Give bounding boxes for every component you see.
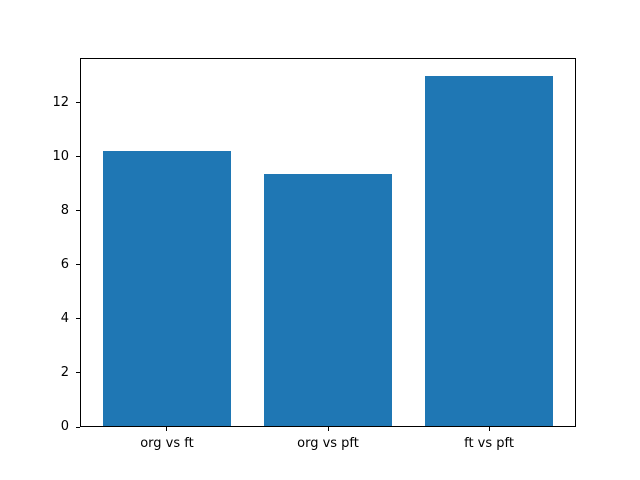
x-tick-mark xyxy=(166,427,168,431)
y-tick-label: 8 xyxy=(60,202,69,218)
y-tick-label: 2 xyxy=(60,364,69,380)
plot-area xyxy=(80,58,576,427)
y-tick-label: 12 xyxy=(52,94,69,110)
bar-org-vs-pft xyxy=(263,174,393,426)
y-tick-mark xyxy=(76,210,80,212)
y-tick-label: 4 xyxy=(60,310,69,326)
bar-org-vs-ft xyxy=(102,151,232,426)
y-tick-label: 10 xyxy=(52,148,69,164)
x-tick-mark xyxy=(488,427,490,431)
y-tick-mark xyxy=(76,372,80,374)
x-tick-label: org vs ft xyxy=(140,436,194,451)
y-tick-mark xyxy=(76,426,80,428)
y-tick-mark xyxy=(76,264,80,266)
y-tick-label: 0 xyxy=(60,419,69,434)
x-tick-mark xyxy=(327,427,329,431)
y-tick-mark xyxy=(76,156,80,158)
y-tick-label: 6 xyxy=(60,256,69,272)
y-tick-mark xyxy=(76,102,80,104)
x-tick-label: org vs pft xyxy=(297,436,359,451)
bar-ft-vs-pft xyxy=(424,75,554,426)
y-tick-mark xyxy=(76,318,80,320)
x-tick-label: ft vs pft xyxy=(464,436,514,451)
